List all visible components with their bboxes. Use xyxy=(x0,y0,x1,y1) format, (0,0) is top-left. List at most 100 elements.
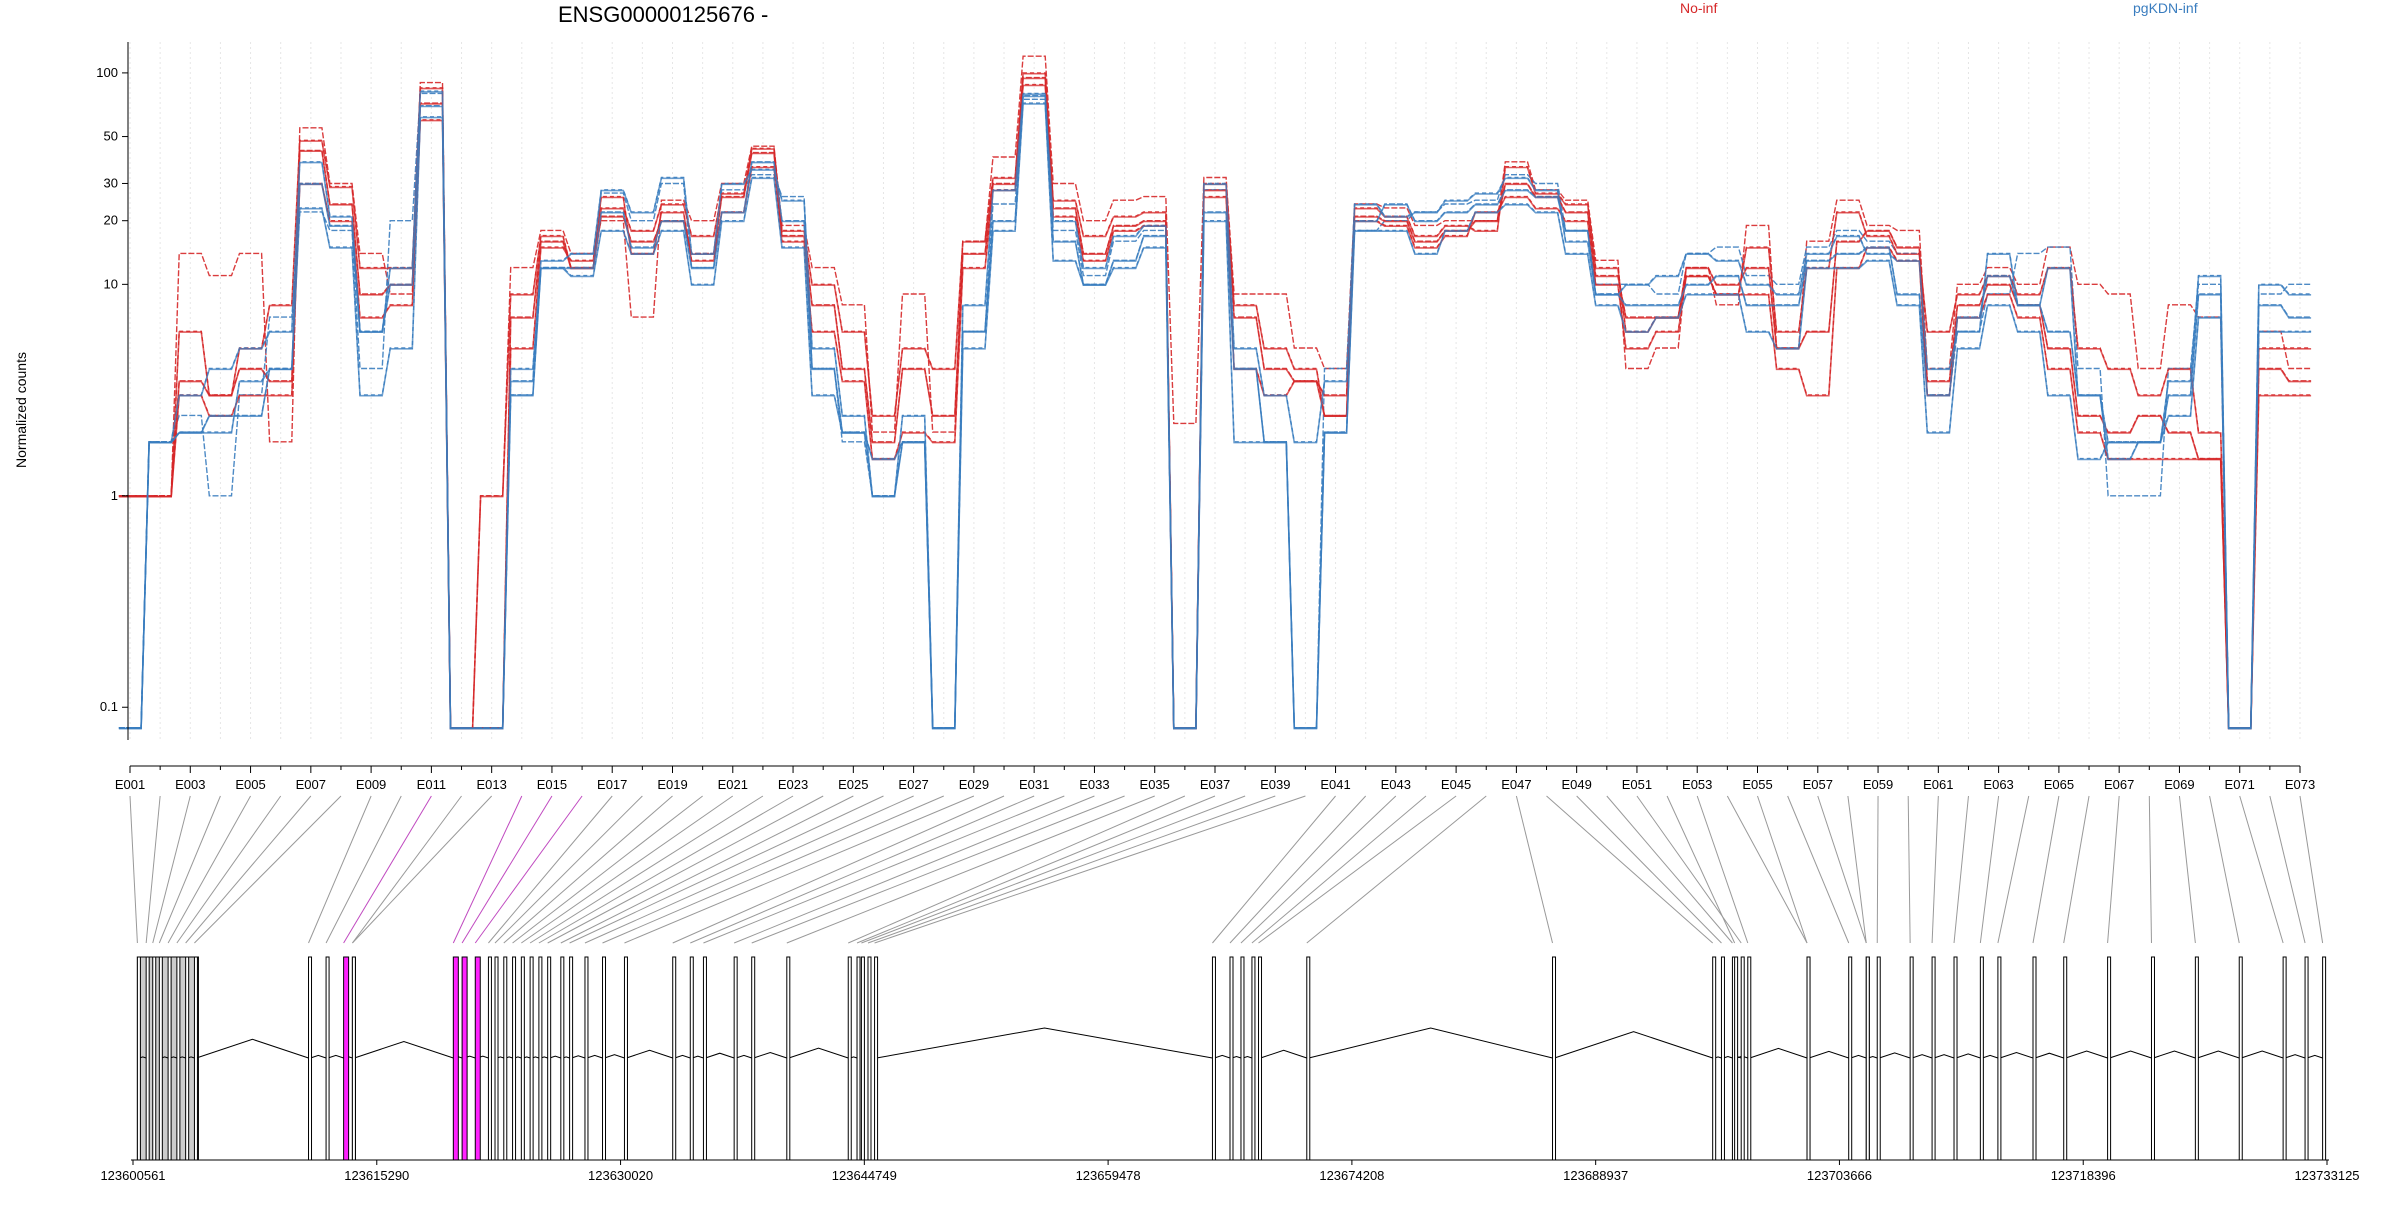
intron-connector xyxy=(753,1051,787,1059)
x-tick-label: E041 xyxy=(1320,777,1350,792)
exon-connector-line xyxy=(521,795,734,944)
exon-box xyxy=(461,956,468,1161)
x-tick-label: E001 xyxy=(115,777,145,792)
exon-box xyxy=(529,956,534,1161)
exon-box xyxy=(167,956,172,1161)
genomic-tick-label: 123630020 xyxy=(588,1168,653,1183)
exon-connector-line xyxy=(1787,795,1850,944)
exon-connector-line xyxy=(2178,795,2196,944)
genomic-tick-label: 123674208 xyxy=(1319,1168,1384,1183)
exon-box xyxy=(520,956,525,1161)
x-tick-label: E043 xyxy=(1381,777,1411,792)
exon-box xyxy=(1712,956,1717,1161)
exon-box xyxy=(1251,956,1256,1161)
exon-connector-line xyxy=(474,795,583,944)
x-tick-label: E009 xyxy=(356,777,386,792)
x-tick-label: E023 xyxy=(778,777,808,792)
exon-connector-line xyxy=(494,795,643,944)
exon-box xyxy=(1997,956,2002,1161)
exon-connector-line xyxy=(1997,795,2030,944)
exon-box xyxy=(503,956,508,1161)
exon-connector-line xyxy=(158,795,221,944)
intron-connector xyxy=(735,1054,752,1059)
intron-connector xyxy=(571,1055,586,1059)
x-tick-label: E067 xyxy=(2104,777,2134,792)
x-tick-label: E035 xyxy=(1140,777,1170,792)
x-tick-label: E069 xyxy=(2164,777,2194,792)
exon-connector-line xyxy=(560,795,854,944)
exon-connector-line xyxy=(1251,795,1427,944)
series-line xyxy=(118,55,2312,729)
x-tick-label: E047 xyxy=(1501,777,1531,792)
exon-connector-line xyxy=(867,795,1276,944)
genomic-tick-label: 123688937 xyxy=(1563,1168,1628,1183)
x-tick-label: E007 xyxy=(296,777,326,792)
series-line xyxy=(118,83,2312,729)
exon-connector-line xyxy=(733,795,1095,944)
x-tick-label: E039 xyxy=(1260,777,1290,792)
exon-box xyxy=(538,956,543,1161)
exon-box xyxy=(325,956,330,1161)
intron-connector xyxy=(354,1040,454,1059)
intron-connector xyxy=(549,1055,561,1059)
exon-connector-line xyxy=(584,795,914,944)
exon-box xyxy=(308,956,313,1161)
legend-label-no-inf: No-inf xyxy=(1680,0,1717,16)
exon-connector-line xyxy=(2107,795,2120,944)
exon-box xyxy=(1552,956,1557,1161)
exon-connector-line xyxy=(452,795,523,944)
exon-box xyxy=(1909,956,1914,1161)
x-tick-label: E013 xyxy=(476,777,506,792)
intron-connector xyxy=(2306,1054,2323,1059)
y-tick-label: 100 xyxy=(96,65,118,80)
exon-box xyxy=(786,956,791,1161)
exon-box xyxy=(867,956,872,1161)
exon-connector-line xyxy=(152,795,191,944)
plot-layer xyxy=(118,55,2312,730)
exon-connector-line xyxy=(547,795,824,944)
genomic-tick-label: 123615290 xyxy=(344,1168,409,1183)
exon-box xyxy=(2322,956,2327,1161)
exon-box xyxy=(1734,956,1739,1161)
intron-connector xyxy=(2109,1050,2152,1059)
intron-connector xyxy=(788,1047,849,1059)
exon-box xyxy=(512,956,517,1161)
exon-box xyxy=(584,956,589,1161)
exon-connector-line xyxy=(2209,795,2240,944)
exon-connector-line xyxy=(1212,795,1336,944)
exon-connector-line xyxy=(325,795,402,944)
intron-connector xyxy=(1850,1054,1867,1059)
exon-connector-line xyxy=(786,795,1155,944)
grid-layer xyxy=(129,42,2301,740)
intron-connector xyxy=(876,1027,1213,1059)
exon-connector-line xyxy=(1666,795,1736,944)
x-tick-label: E073 xyxy=(2285,777,2315,792)
y-tick-label: 0.1 xyxy=(100,699,118,714)
x-tick-label: E003 xyxy=(175,777,205,792)
exon-connector-line xyxy=(529,795,764,944)
intron-connector xyxy=(626,1049,673,1059)
exon-box xyxy=(136,956,141,1161)
exon-box xyxy=(1720,956,1725,1161)
exon-connector-line xyxy=(2269,795,2306,944)
exon-connector-line xyxy=(2239,795,2284,944)
exon-connector-line xyxy=(2063,795,2090,944)
x-tick-label: E045 xyxy=(1441,777,1471,792)
exon-connector-line xyxy=(861,795,1246,944)
intron-connector xyxy=(1911,1054,1933,1059)
exon-connector-line xyxy=(145,795,161,944)
exon-box xyxy=(193,956,198,1161)
exon-box xyxy=(856,956,861,1161)
exon-box xyxy=(602,956,607,1161)
genomic-tick-label: 123703666 xyxy=(1807,1168,1872,1183)
exon-connector-line xyxy=(503,795,673,944)
intron-connector xyxy=(2034,1052,2064,1059)
series-line xyxy=(118,72,2312,730)
exon-connector-line xyxy=(352,795,493,944)
exon-box xyxy=(751,956,756,1161)
exon-connector-line xyxy=(1696,795,1749,944)
intron-connector xyxy=(674,1054,691,1059)
exon-box xyxy=(623,956,628,1161)
